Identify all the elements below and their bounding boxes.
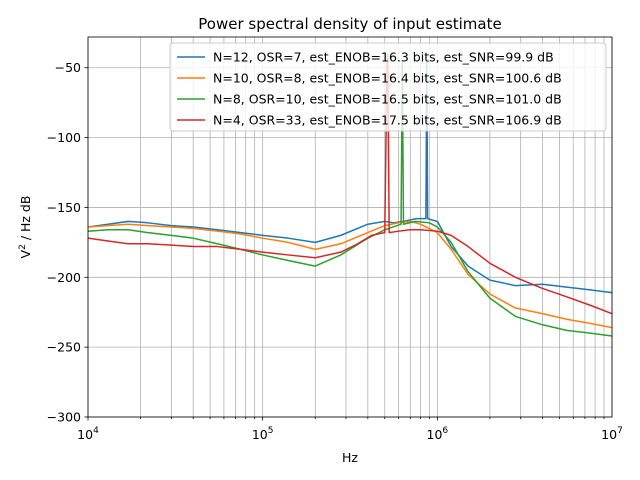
y-tick-label: −200 <box>47 270 81 285</box>
y-axis-label-base: V <box>18 249 33 258</box>
y-tick-label: −100 <box>47 130 81 145</box>
y-tick-label: −250 <box>47 340 81 355</box>
series-line-3 <box>88 60 612 337</box>
x-axis-label: Hz <box>342 450 358 465</box>
series-line-2 <box>88 220 612 329</box>
y-tick-label: −50 <box>55 60 81 75</box>
y-axis-label: V2 / Hz dB <box>18 196 33 259</box>
series-lines <box>88 53 612 337</box>
y-tick-label: −150 <box>47 200 81 215</box>
legend: N=12, OSR=7, est_ENOB=16.3 bits, est_SNR… <box>169 42 607 132</box>
legend-box <box>169 42 607 132</box>
x-tick-label: 105 <box>252 426 274 442</box>
legend-label-3: N=8, OSR=10, est_ENOB=16.5 bits, est_SNR… <box>213 92 562 107</box>
x-tick-label: 104 <box>77 426 99 442</box>
y-axis-label-exp: 2 <box>18 244 28 250</box>
y-tick-label: −300 <box>47 410 81 425</box>
legend-label-2: N=10, OSR=8, est_ENOB=16.4 bits, est_SNR… <box>213 71 562 86</box>
x-tick-label: 106 <box>427 426 449 442</box>
legend-label-1: N=12, OSR=7, est_ENOB=16.3 bits, est_SNR… <box>213 50 554 65</box>
x-tick-label: 107 <box>601 426 623 442</box>
series-line-1 <box>88 60 612 294</box>
y-axis-label-rest: / Hz dB <box>18 196 33 245</box>
plot-frame <box>87 36 613 418</box>
series-line-4 <box>88 53 612 315</box>
legend-label-4: N=4, OSR=33, est_ENOB=17.5 bits, est_SNR… <box>213 113 562 128</box>
chart-title: Power spectral density of input estimate <box>198 15 501 33</box>
